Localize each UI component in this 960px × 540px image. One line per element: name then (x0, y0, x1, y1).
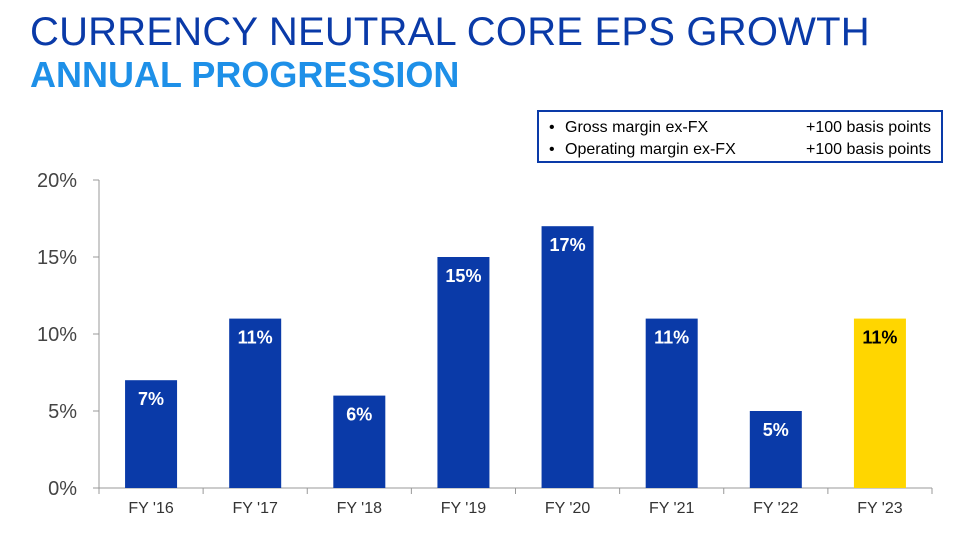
bar (229, 318, 282, 488)
bar-data-label: 17% (550, 235, 586, 255)
note-label: Gross margin ex-FX (565, 119, 709, 136)
y-tick-label: 0% (48, 478, 77, 500)
page-subtitle: ANNUAL PROGRESSION (30, 54, 460, 95)
bar (645, 318, 698, 488)
bullet-icon: • (549, 119, 555, 136)
y-tick-label: 15% (37, 247, 77, 269)
note-row-gross-margin: • Gross margin ex-FX +100 basis points (549, 117, 931, 139)
x-tick-label: FY '18 (337, 500, 383, 517)
x-tick-label: FY '23 (857, 500, 903, 517)
bar (437, 257, 490, 488)
margin-notes-box: • Gross margin ex-FX +100 basis points •… (537, 110, 943, 163)
note-value: +100 basis points (806, 141, 931, 158)
bar (333, 395, 386, 488)
bar-data-label: 11% (238, 328, 273, 348)
x-tick-label: FY '16 (128, 500, 174, 517)
x-tick-label: FY '19 (441, 500, 487, 517)
bar (125, 380, 178, 488)
bar-data-label: 7% (138, 389, 164, 409)
bar-data-label: 11% (654, 328, 689, 348)
x-tick-label: FY '22 (753, 500, 799, 517)
note-value: +100 basis points (806, 119, 931, 136)
note-row-operating-margin: • Operating margin ex-FX +100 basis poin… (549, 139, 931, 161)
bar-data-label: 6% (346, 405, 372, 425)
y-tick-label: 10% (37, 324, 77, 346)
bar-data-label: 5% (763, 420, 789, 440)
bar (749, 411, 802, 488)
bar-data-label: 11% (862, 328, 897, 348)
bar (541, 226, 594, 488)
bar-data-label: 15% (445, 266, 481, 286)
x-tick-label: FY '21 (649, 500, 695, 517)
note-label: Operating margin ex-FX (565, 141, 736, 158)
x-tick-label: FY '20 (545, 500, 591, 517)
x-tick-label: FY '17 (232, 500, 278, 517)
bullet-icon: • (549, 141, 555, 158)
bar (853, 318, 906, 488)
y-tick-label: 5% (48, 401, 77, 423)
page-title: CURRENCY NEUTRAL CORE EPS GROWTH (30, 10, 870, 54)
y-tick-label: 20% (37, 170, 77, 192)
